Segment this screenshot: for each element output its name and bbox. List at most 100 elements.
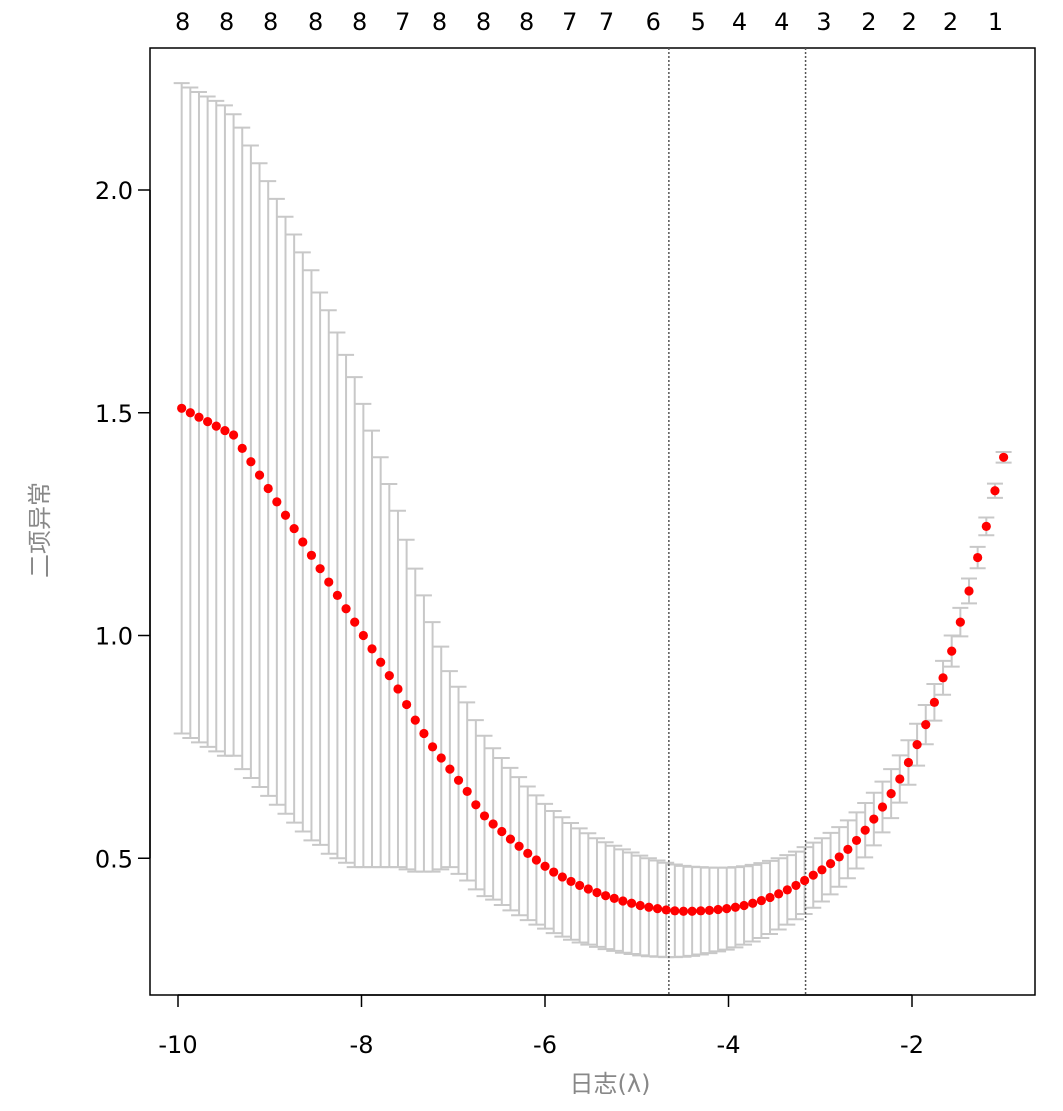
y-axis-title: 二项异常: [26, 482, 54, 578]
mean-point: [211, 421, 221, 431]
mean-point: [955, 617, 965, 627]
mean-point: [220, 425, 230, 436]
x-axis: -10 -8 -6 -4 -2: [158, 994, 924, 1059]
mean-point: [808, 870, 818, 880]
mean-point: [860, 825, 870, 835]
mean-point: [376, 657, 386, 667]
mean-point: [462, 786, 472, 797]
mean-point: [851, 835, 862, 846]
top-nonzero-count-label: 8: [352, 8, 367, 36]
top-nonzero-count-label: 1: [988, 8, 1003, 36]
mean-point: [393, 684, 403, 694]
mean-point: [834, 852, 844, 862]
mean-point: [800, 875, 810, 886]
mean-point: [774, 889, 784, 899]
top-nonzero-count-label: 2: [861, 8, 876, 36]
mean-point: [237, 443, 247, 453]
mean-points: [177, 403, 1009, 916]
mean-point: [514, 841, 524, 851]
mean-point: [791, 880, 801, 891]
mean-point: [505, 834, 516, 844]
mean-point: [289, 523, 299, 534]
mean-point: [488, 819, 498, 829]
mean-point: [696, 906, 706, 916]
mean-point: [350, 617, 360, 627]
top-nonzero-count-label: 7: [562, 8, 577, 36]
mean-point: [185, 408, 195, 418]
x-tick-label: -6: [533, 1031, 557, 1059]
mean-point: [704, 905, 715, 915]
top-nonzero-count-label: 4: [774, 8, 789, 36]
mean-point: [479, 811, 490, 821]
mean-point: [947, 646, 957, 656]
mean-point: [990, 486, 1000, 496]
error-bars: [173, 82, 1012, 959]
mean-point: [540, 861, 550, 871]
mean-point: [748, 898, 758, 908]
mean-point: [981, 521, 991, 531]
mean-point: [825, 858, 836, 869]
mean-point: [246, 457, 256, 467]
mean-point: [601, 891, 611, 901]
mean-point: [557, 872, 567, 882]
mean-point: [973, 552, 983, 563]
mean-point: [661, 905, 671, 915]
mean-point: [635, 900, 645, 911]
mean-point: [254, 470, 265, 480]
top-nonzero-count-label: 7: [395, 8, 410, 36]
mean-point: [678, 906, 689, 916]
x-tick-label: -10: [158, 1031, 197, 1059]
mean-point: [453, 775, 464, 785]
mean-point: [384, 670, 394, 681]
top-nonzero-count-label: 3: [816, 8, 831, 36]
y-axis: 0.5 1.0 1.5 2.0: [95, 177, 151, 873]
mean-point: [869, 814, 879, 824]
mean-point: [280, 510, 291, 520]
mean-point: [410, 715, 420, 725]
reference-lines: [668, 48, 807, 995]
mean-point: [367, 644, 377, 654]
plot-frame: [149, 47, 1036, 996]
mean-point: [782, 885, 792, 895]
mean-point: [886, 789, 896, 799]
y-tick-label: 1.5: [95, 400, 133, 428]
mean-point: [549, 867, 559, 877]
mean-point: [263, 483, 273, 494]
x-tick-label: -8: [350, 1031, 374, 1059]
mean-point: [687, 906, 697, 916]
top-nonzero-count-label: 5: [691, 8, 706, 36]
mean-point: [903, 757, 914, 768]
mean-point: [523, 848, 533, 858]
mean-point: [445, 764, 455, 774]
mean-point: [817, 865, 827, 875]
mean-point: [626, 898, 637, 908]
y-tick-label: 2.0: [95, 177, 133, 205]
mean-point: [436, 753, 446, 763]
mean-point: [756, 895, 766, 906]
mean-point: [315, 564, 325, 574]
mean-point: [670, 906, 680, 916]
top-nonzero-count-label: 2: [902, 8, 917, 36]
mean-point: [618, 896, 628, 906]
top-nonzero-count-label: 7: [599, 8, 614, 36]
mean-point: [203, 417, 213, 427]
mean-point: [765, 892, 775, 903]
mean-point: [964, 586, 974, 596]
mean-point: [938, 673, 948, 683]
top-nonzero-count-label: 8: [432, 8, 447, 36]
mean-point: [272, 497, 282, 507]
mean-point: [332, 590, 343, 601]
mean-point: [644, 902, 654, 912]
mean-point: [713, 904, 723, 915]
mean-point: [427, 742, 438, 752]
mean-point: [843, 844, 853, 854]
top-nonzero-count-label: 8: [175, 8, 190, 36]
mean-point: [228, 430, 239, 440]
mean-point: [497, 826, 507, 837]
mean-point: [298, 537, 308, 547]
top-nonzero-count-label: 2: [943, 8, 958, 36]
top-nonzero-count-label: 8: [263, 8, 278, 36]
mean-point: [177, 403, 187, 413]
